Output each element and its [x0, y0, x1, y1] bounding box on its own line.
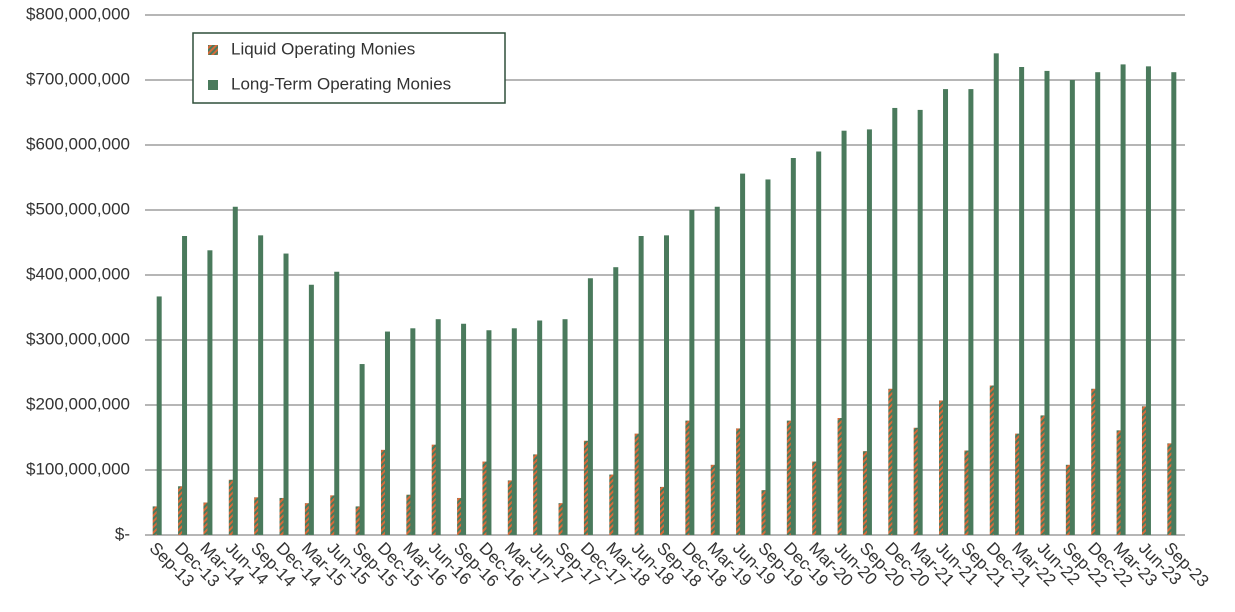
bar	[968, 89, 974, 535]
bar	[660, 486, 665, 535]
bar	[533, 454, 539, 535]
bar	[232, 206, 238, 535]
bar	[461, 323, 467, 535]
bar	[330, 495, 336, 535]
bar	[892, 107, 898, 535]
bar	[736, 428, 742, 535]
y-tick-label: $700,000,000	[26, 69, 130, 88]
bar	[1091, 388, 1097, 535]
bar	[913, 427, 919, 535]
bar	[613, 267, 619, 535]
bar	[841, 130, 847, 535]
bar	[207, 250, 213, 536]
bar	[993, 53, 999, 535]
y-tick-label: $300,000,000	[26, 329, 130, 348]
bar	[710, 464, 716, 535]
bar	[283, 253, 289, 536]
bar	[308, 284, 314, 535]
bar	[943, 89, 949, 535]
bar	[1141, 406, 1147, 535]
bar	[182, 236, 188, 535]
bar	[786, 420, 792, 535]
bar	[457, 497, 463, 535]
y-tick-label: $800,000,000	[26, 4, 130, 23]
bar	[989, 385, 995, 535]
bar	[765, 179, 771, 535]
bar	[790, 158, 796, 535]
legend-label: Long-Term Operating Monies	[231, 74, 451, 93]
bar	[638, 236, 644, 535]
bar	[862, 451, 868, 535]
bar	[1040, 415, 1046, 535]
bar	[866, 129, 872, 535]
bar	[609, 474, 615, 535]
bar	[203, 502, 209, 535]
bar	[740, 173, 746, 535]
y-tick-label: $-	[115, 524, 130, 543]
bar	[431, 444, 437, 535]
legend-swatch	[208, 80, 218, 90]
y-tick-label: $200,000,000	[26, 394, 130, 413]
bar	[888, 388, 894, 535]
bar	[384, 331, 390, 535]
bar	[761, 490, 767, 535]
bar	[1095, 72, 1101, 535]
legend-label: Liquid Operating Monies	[231, 39, 415, 58]
bar	[1069, 80, 1075, 535]
bar	[156, 296, 162, 535]
bar	[1167, 443, 1173, 535]
bar	[355, 506, 361, 535]
bar	[435, 319, 441, 535]
bar	[664, 235, 669, 535]
bar	[380, 449, 386, 535]
bar	[359, 364, 365, 535]
bar	[279, 497, 285, 535]
bar	[1116, 430, 1122, 535]
bar	[587, 278, 593, 535]
bar	[406, 494, 412, 535]
bar	[685, 420, 691, 535]
bar	[1171, 72, 1177, 535]
bar	[507, 480, 513, 535]
bar	[511, 328, 517, 535]
bar	[258, 235, 264, 535]
bar	[634, 433, 640, 535]
bar	[228, 479, 234, 535]
bar	[816, 151, 822, 535]
bar	[1145, 66, 1151, 535]
bar	[837, 418, 843, 535]
y-tick-label: $100,000,000	[26, 459, 130, 478]
bar	[1065, 464, 1071, 535]
bar	[537, 320, 543, 535]
bar	[964, 450, 970, 535]
y-tick-label: $400,000,000	[26, 264, 130, 283]
bar	[152, 506, 158, 535]
bar	[482, 461, 488, 535]
bar	[917, 109, 923, 536]
legend-box	[192, 32, 506, 104]
bar	[1015, 433, 1021, 535]
bar	[178, 486, 184, 535]
bar	[1120, 64, 1126, 536]
bar	[410, 328, 416, 535]
bar	[939, 400, 945, 535]
bar	[812, 461, 818, 535]
bar	[689, 210, 695, 535]
bar	[486, 330, 492, 535]
bar	[583, 440, 589, 535]
bar	[334, 271, 340, 535]
bar	[1044, 70, 1050, 536]
bar	[562, 319, 568, 535]
y-tick-label: $600,000,000	[26, 134, 130, 153]
y-tick-label: $500,000,000	[26, 199, 130, 218]
bar	[304, 503, 310, 535]
bar	[254, 497, 260, 535]
bar	[1019, 67, 1025, 535]
bar	[558, 503, 564, 535]
legend-swatch	[208, 45, 218, 55]
bar	[714, 206, 720, 535]
